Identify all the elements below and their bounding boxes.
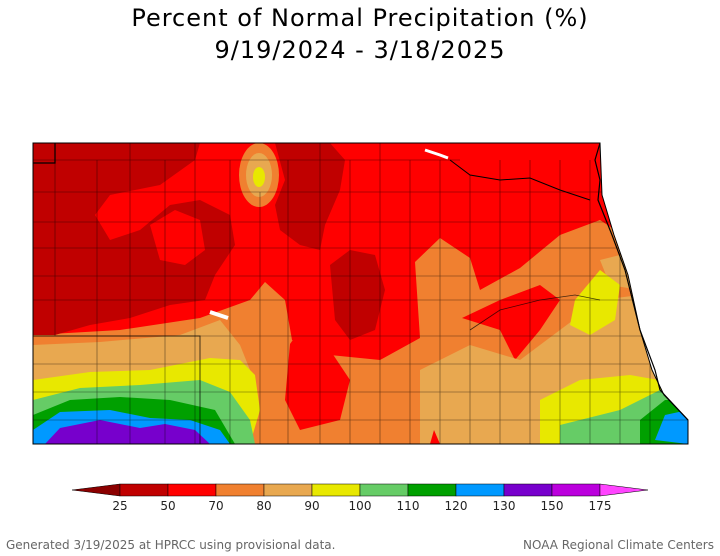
legend-tick-label: 110 [397, 499, 420, 513]
legend-arrow-high [599, 483, 649, 497]
missouri-river [594, 142, 689, 421]
region-70-80-northeast [605, 143, 688, 215]
region-50-70-south [285, 330, 350, 430]
legend-swatch [551, 483, 601, 497]
legend-swatch [167, 483, 217, 497]
legend-tick-label: 90 [304, 499, 319, 513]
region-90-100-north-island [253, 167, 265, 187]
river-line [469, 294, 601, 331]
legend-tick-label: 130 [493, 499, 516, 513]
region-90-100-northeast [650, 190, 688, 265]
region-25-50-central [330, 250, 385, 340]
county-boundaries [33, 143, 688, 444]
state-outline [32, 142, 689, 445]
reservoir-mark [424, 148, 449, 160]
northern-border [449, 159, 591, 201]
legend-tick-label: 70 [208, 499, 223, 513]
color-legend: 25 50 70 80 90 100 110 120 130 150 175 [71, 483, 649, 513]
legend-tick-label: 100 [349, 499, 372, 513]
legend-tick-label: 120 [445, 499, 468, 513]
lake-mark [209, 310, 229, 320]
region-110-120-northeast [678, 215, 688, 258]
region-25-50-north [275, 143, 345, 250]
legend-tick-label: 80 [256, 499, 271, 513]
legend-arrow-low [71, 483, 121, 497]
region-90-100-east [570, 270, 620, 335]
map-title: Percent of Normal Precipitation (%) [131, 4, 589, 32]
region-130-150-southwest [45, 420, 210, 444]
legend-tick-label: 175 [589, 499, 612, 513]
legend-swatch [503, 483, 553, 497]
legend-swatch [119, 483, 169, 497]
footer-generated: Generated 3/19/2025 at HPRCC using provi… [6, 538, 336, 552]
panhandle-line [33, 143, 56, 164]
legend-swatch [407, 483, 457, 497]
region-50-70-speck [430, 430, 440, 444]
legend-tick-label: 150 [541, 499, 564, 513]
region-50-70-east [462, 285, 560, 360]
region-120-130-southeast [655, 410, 688, 444]
region-25-50-northwest [33, 143, 235, 335]
map-subtitle: 9/19/2024 - 3/18/2025 [214, 36, 506, 64]
region-80-90-northeast-corner [660, 150, 688, 200]
legend-tick-label: 50 [160, 499, 175, 513]
precipitation-field [33, 143, 688, 444]
legend-swatch [455, 483, 505, 497]
border-line-southwest [33, 335, 201, 444]
legend-swatch [359, 483, 409, 497]
legend-swatch [215, 483, 265, 497]
region-50-70-pocket [150, 210, 205, 265]
legend-swatch [311, 483, 361, 497]
legend-tick-label: 25 [112, 499, 127, 513]
region-100-110-northeast [665, 180, 688, 255]
footer-source: NOAA Regional Climate Centers [523, 538, 714, 552]
legend-swatch [263, 483, 313, 497]
